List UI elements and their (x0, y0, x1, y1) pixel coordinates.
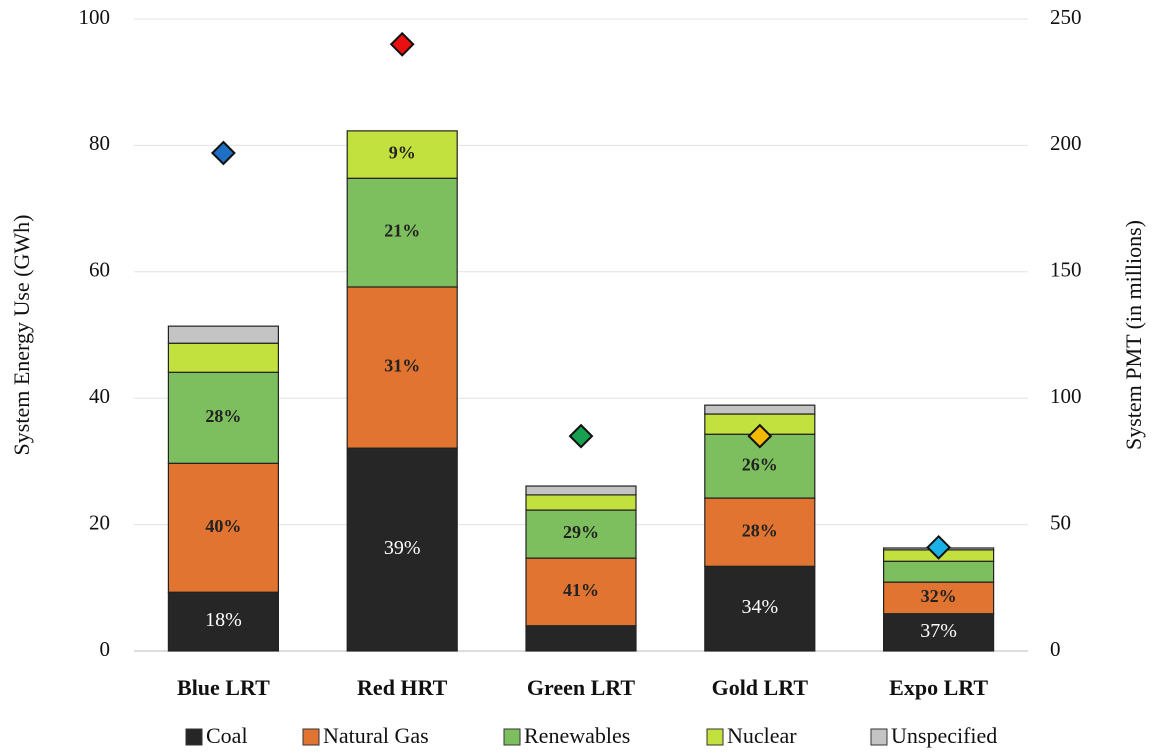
data-label: 9% (389, 143, 416, 163)
pmt-marker (389, 31, 415, 57)
x-tick-label: Gold LRT (712, 675, 809, 700)
legend-swatch (503, 728, 521, 746)
legend-label: Unspecified (891, 723, 997, 748)
bar-segment (167, 325, 279, 344)
y-tick-label: 80 (89, 131, 110, 155)
bar-segment (704, 404, 816, 415)
y2-tick-label: 50 (1050, 510, 1071, 534)
data-label: 31% (384, 356, 420, 376)
legend-label: Renewables (524, 723, 630, 748)
x-tick-label: Red HRT (357, 675, 448, 700)
bar-segment (346, 286, 458, 449)
data-label: 21% (384, 221, 420, 241)
pmt-marker (568, 423, 594, 449)
bar-segment (525, 557, 637, 627)
bar-segment (704, 497, 816, 567)
bar-segment (167, 371, 279, 464)
y-tick-label: 40 (89, 384, 110, 408)
y-axis-title: System Energy Use (GWh) (9, 215, 34, 456)
data-label: 41% (563, 580, 599, 600)
x-tick-label: Green LRT (527, 675, 636, 700)
y2-tick-label: 150 (1050, 258, 1082, 282)
legend-label: Natural Gas (323, 723, 429, 748)
y2-axis-title: System PMT (in millions) (1121, 220, 1146, 450)
y-tick-label: 0 (100, 637, 111, 661)
pmt-marker (747, 423, 773, 449)
bar-segment (167, 342, 279, 373)
data-label: 29% (563, 522, 599, 542)
legend-label: Nuclear (727, 723, 797, 748)
x-tick-label: Blue LRT (177, 675, 270, 700)
y-tick-label: 20 (89, 510, 110, 534)
bar-segment (346, 177, 458, 288)
x-tick-label: Expo LRT (889, 675, 988, 700)
data-label: 39% (384, 537, 421, 559)
bar-segment (882, 560, 995, 583)
legend-swatch (185, 728, 203, 746)
pmt-marker (926, 534, 952, 560)
data-label: 28% (205, 406, 241, 426)
pmt-marker (210, 140, 236, 166)
y2-tick-label: 100 (1050, 384, 1082, 408)
data-label: 40% (205, 516, 241, 536)
data-label: 26% (742, 454, 778, 474)
data-label: 37% (920, 620, 957, 642)
legend-swatch (302, 728, 320, 746)
bar-segment (525, 494, 637, 511)
bar-segment (167, 591, 279, 652)
bar-segment (704, 565, 816, 652)
bar-segment (525, 625, 637, 652)
y-tick-label: 100 (79, 5, 111, 29)
bar-segment (167, 462, 279, 593)
legend-label: Coal (206, 723, 248, 748)
y2-tick-label: 0 (1050, 637, 1061, 661)
y2-tick-label: 200 (1050, 131, 1082, 155)
legend-swatch (870, 728, 888, 746)
bar-segment (525, 509, 637, 559)
data-label: 32% (921, 586, 957, 606)
y-tick-label: 60 (89, 258, 110, 282)
bar-segment (346, 130, 458, 179)
legend-swatch (706, 728, 724, 746)
bar-segment (882, 581, 995, 615)
bar-segment (525, 485, 637, 496)
data-label: 18% (205, 609, 242, 631)
y2-tick-label: 250 (1050, 5, 1082, 29)
data-label: 34% (741, 596, 778, 618)
bar-segment (346, 447, 458, 652)
data-label: 28% (742, 520, 778, 540)
